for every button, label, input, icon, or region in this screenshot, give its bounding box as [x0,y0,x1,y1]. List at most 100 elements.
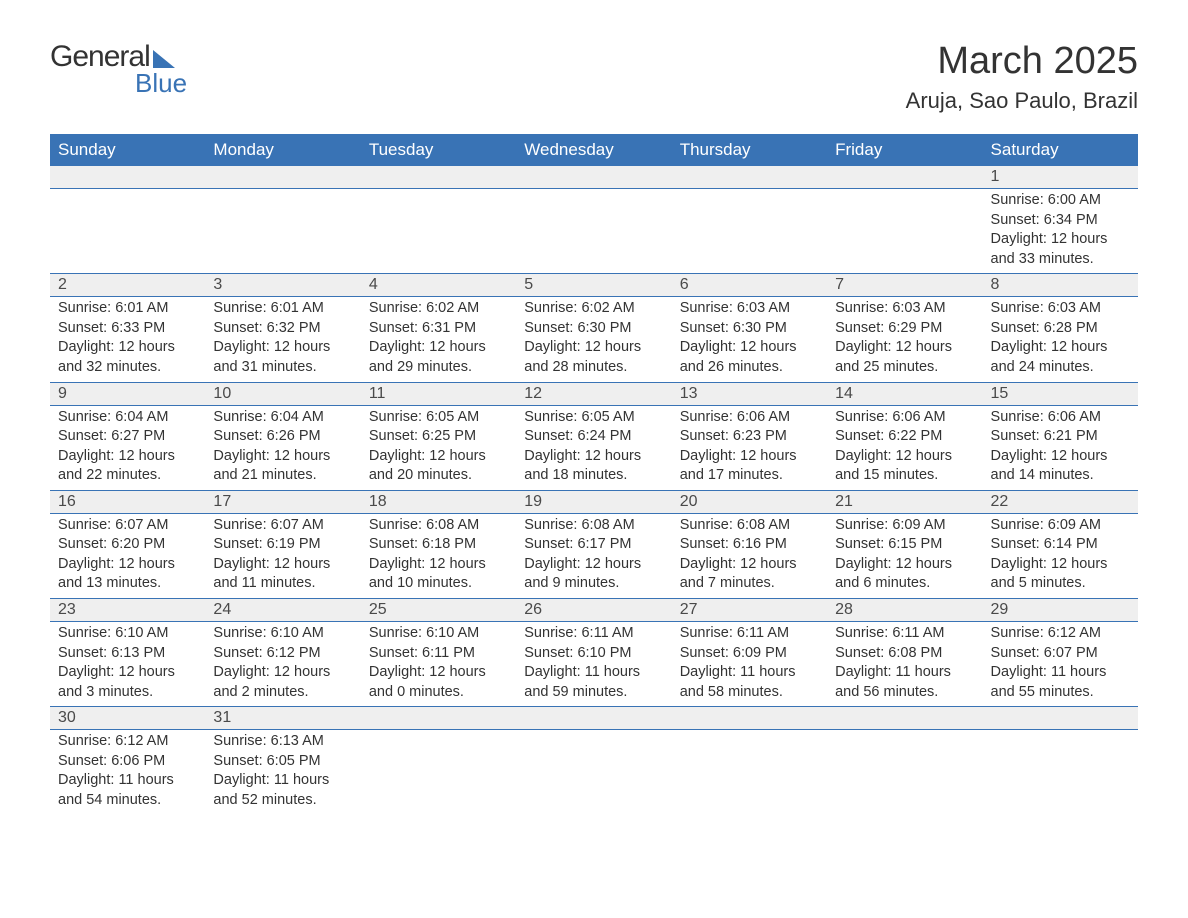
sunset-text: Sunset: 6:26 PM [213,427,352,447]
sunrise-text: Sunrise: 6:08 AM [680,516,819,536]
day-cell: 31 [205,707,360,730]
sunrise-text: Sunrise: 6:05 AM [524,408,663,428]
day-detail-row: Sunrise: 6:07 AMSunset: 6:20 PMDaylight:… [50,513,1138,598]
sunset-text: Sunset: 6:21 PM [991,427,1130,447]
day-cell [516,707,671,730]
day-cell: Sunrise: 6:06 AMSunset: 6:21 PMDaylight:… [983,405,1138,490]
day-detail: Sunrise: 6:11 AMSunset: 6:08 PMDaylight:… [827,622,982,706]
day-number: 27 [672,599,827,621]
day-cell [516,189,671,274]
day-cell: 23 [50,599,205,622]
sunrise-text: Sunrise: 6:05 AM [369,408,508,428]
daylight-text: Daylight: 12 hours and 15 minutes. [835,447,974,486]
sunset-text: Sunset: 6:33 PM [58,319,197,339]
day-number [361,166,516,170]
day-cell: Sunrise: 6:04 AMSunset: 6:26 PMDaylight:… [205,405,360,490]
daylight-text: Daylight: 12 hours and 33 minutes. [991,230,1130,269]
daylight-text: Daylight: 12 hours and 21 minutes. [213,447,352,486]
day-cell: 4 [361,274,516,297]
day-cell: Sunrise: 6:03 AMSunset: 6:29 PMDaylight:… [827,297,982,382]
daylight-text: Daylight: 12 hours and 0 minutes. [369,663,508,702]
day-cell: 29 [983,599,1138,622]
sunset-text: Sunset: 6:09 PM [680,644,819,664]
sunrise-text: Sunrise: 6:11 AM [835,624,974,644]
day-cell: 15 [983,382,1138,405]
day-number: 17 [205,491,360,513]
day-cell [361,189,516,274]
day-cell: 3 [205,274,360,297]
day-detail-row: Sunrise: 6:01 AMSunset: 6:33 PMDaylight:… [50,297,1138,382]
sunset-text: Sunset: 6:11 PM [369,644,508,664]
sunset-text: Sunset: 6:17 PM [524,535,663,555]
day-cell: 7 [827,274,982,297]
day-cell: Sunrise: 6:02 AMSunset: 6:31 PMDaylight:… [361,297,516,382]
day-cell: 19 [516,490,671,513]
day-cell: 1 [983,166,1138,189]
day-number: 1 [983,166,1138,188]
day-cell: 11 [361,382,516,405]
day-cell [827,730,982,815]
sunset-text: Sunset: 6:08 PM [835,644,974,664]
day-detail: Sunrise: 6:07 AMSunset: 6:19 PMDaylight:… [205,514,360,598]
sunset-text: Sunset: 6:34 PM [991,211,1130,231]
day-number: 24 [205,599,360,621]
day-detail: Sunrise: 6:07 AMSunset: 6:20 PMDaylight:… [50,514,205,598]
day-cell: Sunrise: 6:07 AMSunset: 6:20 PMDaylight:… [50,513,205,598]
location-text: Aruja, Sao Paulo, Brazil [906,88,1138,114]
day-number: 8 [983,274,1138,296]
sunrise-text: Sunrise: 6:07 AM [58,516,197,536]
day-detail: Sunrise: 6:03 AMSunset: 6:28 PMDaylight:… [983,297,1138,381]
day-number: 6 [672,274,827,296]
daylight-text: Daylight: 12 hours and 7 minutes. [680,555,819,594]
day-cell: Sunrise: 6:09 AMSunset: 6:15 PMDaylight:… [827,513,982,598]
day-cell [983,707,1138,730]
daylight-text: Daylight: 12 hours and 20 minutes. [369,447,508,486]
day-detail [827,730,982,736]
daylight-text: Daylight: 12 hours and 13 minutes. [58,555,197,594]
day-cell: Sunrise: 6:12 AMSunset: 6:06 PMDaylight:… [50,730,205,815]
weekday-header: Wednesday [516,134,671,166]
day-number: 12 [516,383,671,405]
day-detail: Sunrise: 6:01 AMSunset: 6:33 PMDaylight:… [50,297,205,381]
day-cell: Sunrise: 6:09 AMSunset: 6:14 PMDaylight:… [983,513,1138,598]
day-cell [672,189,827,274]
month-title: March 2025 [906,40,1138,83]
day-cell: Sunrise: 6:07 AMSunset: 6:19 PMDaylight:… [205,513,360,598]
page-header: General Blue March 2025 Aruja, Sao Paulo… [50,40,1138,114]
day-cell: Sunrise: 6:11 AMSunset: 6:09 PMDaylight:… [672,622,827,707]
day-detail: Sunrise: 6:13 AMSunset: 6:05 PMDaylight:… [205,730,360,814]
sunrise-text: Sunrise: 6:12 AM [58,732,197,752]
weekday-header: Monday [205,134,360,166]
day-number: 10 [205,383,360,405]
day-number: 4 [361,274,516,296]
day-detail [516,189,671,195]
sunset-text: Sunset: 6:10 PM [524,644,663,664]
day-number [827,166,982,170]
title-area: March 2025 Aruja, Sao Paulo, Brazil [906,40,1138,114]
daylight-text: Daylight: 12 hours and 9 minutes. [524,555,663,594]
sunset-text: Sunset: 6:14 PM [991,535,1130,555]
day-detail [361,730,516,736]
day-cell: Sunrise: 6:11 AMSunset: 6:10 PMDaylight:… [516,622,671,707]
day-detail: Sunrise: 6:10 AMSunset: 6:13 PMDaylight:… [50,622,205,706]
daylight-text: Daylight: 12 hours and 6 minutes. [835,555,974,594]
day-cell: 20 [672,490,827,513]
daylight-text: Daylight: 12 hours and 31 minutes. [213,338,352,377]
day-number-row: 3031 [50,707,1138,730]
daylight-text: Daylight: 12 hours and 5 minutes. [991,555,1130,594]
daylight-text: Daylight: 12 hours and 22 minutes. [58,447,197,486]
day-detail: Sunrise: 6:01 AMSunset: 6:32 PMDaylight:… [205,297,360,381]
day-cell: Sunrise: 6:04 AMSunset: 6:27 PMDaylight:… [50,405,205,490]
day-cell: 22 [983,490,1138,513]
day-cell: Sunrise: 6:08 AMSunset: 6:17 PMDaylight:… [516,513,671,598]
sunrise-text: Sunrise: 6:06 AM [991,408,1130,428]
day-detail: Sunrise: 6:06 AMSunset: 6:21 PMDaylight:… [983,406,1138,490]
day-cell: Sunrise: 6:05 AMSunset: 6:25 PMDaylight:… [361,405,516,490]
day-cell [361,707,516,730]
day-cell: 24 [205,599,360,622]
day-detail: Sunrise: 6:10 AMSunset: 6:11 PMDaylight:… [361,622,516,706]
sunset-text: Sunset: 6:20 PM [58,535,197,555]
day-detail: Sunrise: 6:02 AMSunset: 6:30 PMDaylight:… [516,297,671,381]
day-cell: Sunrise: 6:13 AMSunset: 6:05 PMDaylight:… [205,730,360,815]
day-detail [983,730,1138,736]
